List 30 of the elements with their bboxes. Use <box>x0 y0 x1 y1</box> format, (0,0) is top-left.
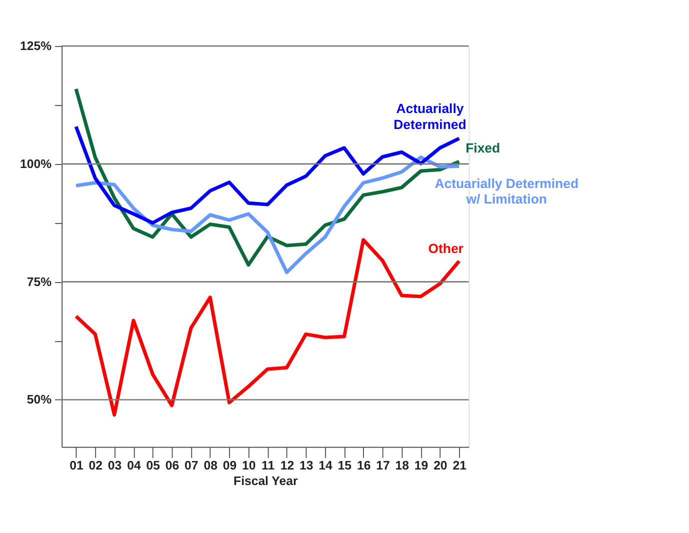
x-tick-label: 06 <box>165 458 180 472</box>
series-label: Fixed <box>466 140 500 156</box>
x-tick-label: 01 <box>70 458 84 472</box>
x-tick-label: 18 <box>395 458 410 472</box>
x-tick-label: 17 <box>376 458 390 472</box>
y-tick-label: 75% <box>26 274 52 289</box>
y-tick-label: 50% <box>26 392 52 407</box>
x-tick-label: 07 <box>184 458 198 472</box>
x-axis-title: Fiscal Year <box>234 474 298 488</box>
x-tick-label: 04 <box>127 458 141 472</box>
x-tick-label: 05 <box>146 458 160 472</box>
x-tick-label: 16 <box>356 458 371 472</box>
y-tick-label: 100% <box>20 156 52 171</box>
series-label: Other <box>428 241 464 256</box>
x-tick-label: 20 <box>434 458 448 472</box>
series-label: Actuarially Determined <box>394 100 466 132</box>
x-tick-label: 13 <box>299 458 314 472</box>
x-tick-label: 11 <box>262 458 275 472</box>
x-tick-label: 12 <box>280 458 294 472</box>
x-tick-label: 10 <box>242 458 256 472</box>
series-label: Actuarially Determined w/ Limitation <box>434 176 579 207</box>
x-tick-label: 21 <box>452 458 467 472</box>
x-tick-label: 03 <box>108 458 122 472</box>
x-tick-label: 08 <box>204 458 218 472</box>
x-tick-label: 19 <box>414 458 428 472</box>
x-tick-label: 14 <box>318 458 332 472</box>
x-tick-label: 15 <box>338 458 352 472</box>
x-tick-label: 09 <box>222 458 237 472</box>
x-tick-label: 02 <box>88 458 103 472</box>
y-tick-label: 125% <box>20 38 52 53</box>
